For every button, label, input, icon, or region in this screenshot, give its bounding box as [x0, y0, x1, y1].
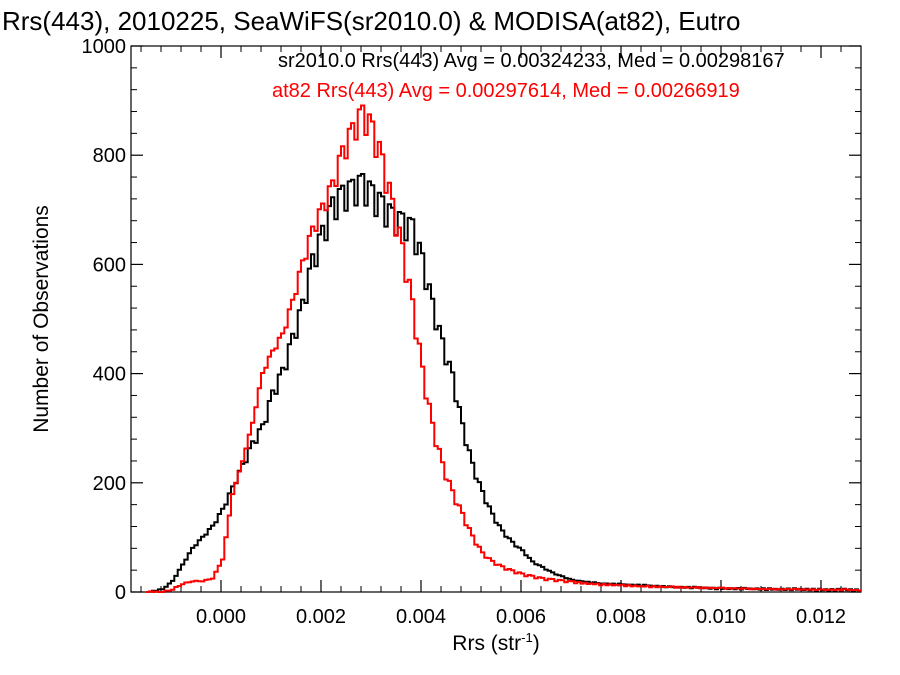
x-axis-label: Rrs (str-1): [452, 630, 539, 655]
series-line-0: [146, 173, 861, 593]
y-tick-label: 400: [93, 364, 126, 386]
y-tick-label: 1000: [82, 36, 127, 58]
plot-frame: [130, 45, 862, 593]
y-tick-label: 600: [93, 254, 126, 276]
x-tick-label: 0.004: [396, 606, 446, 628]
x-axis-ticks: 0.000 0.002 0.004 0.006 0.008 0.010 0.012: [140, 46, 862, 628]
x-tick-label: 0.002: [296, 606, 346, 628]
y-tick-label: 0: [115, 582, 126, 604]
x-tick-label: 0.012: [796, 606, 846, 628]
x-axis-label-main: Rrs (str: [452, 632, 521, 655]
annotation-at82: at82 Rrs(443) Avg = 0.00297614, Med = 0.…: [272, 80, 740, 102]
x-tick-label: 0.008: [596, 606, 646, 628]
x-axis-label-superscript: -1: [521, 630, 533, 645]
x-axis-label-end: ): [533, 632, 540, 655]
chart-title: Rrs(443), 2010225, SeaWiFS(sr2010.0) & M…: [2, 6, 740, 36]
y-axis-label: Number of Observations: [30, 205, 53, 433]
y-tick-label: 800: [93, 145, 126, 167]
series-line-1: [146, 104, 861, 593]
x-tick-label: 0.006: [496, 606, 546, 628]
annotation-sr2010: sr2010.0 Rrs(443) Avg = 0.00324233, Med …: [278, 50, 785, 72]
x-tick-label: 0.010: [696, 606, 746, 628]
y-tick-label: 200: [93, 473, 126, 495]
y-axis-ticks: 0 200 400 600 800 1000: [82, 36, 861, 604]
series-layer: [146, 104, 861, 593]
x-tick-label: 0.000: [196, 606, 246, 628]
